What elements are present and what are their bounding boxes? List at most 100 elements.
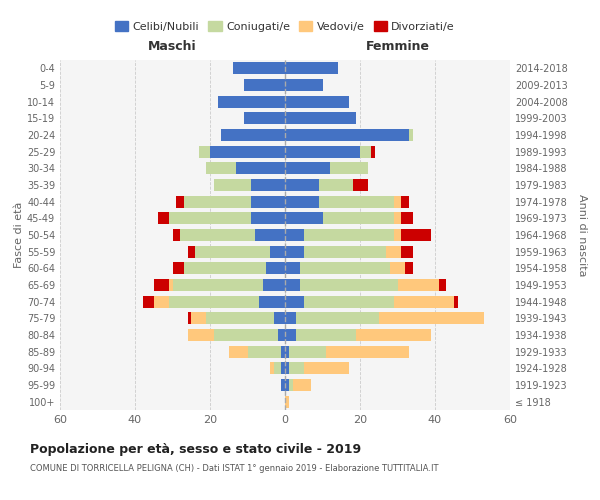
Bar [143, 296, 154, 308]
Bar [236, 162, 285, 174]
Bar [293, 379, 311, 391]
Bar [277, 329, 285, 341]
Text: Popolazione per età, sesso e stato civile - 2019: Popolazione per età, sesso e stato civil… [30, 442, 361, 456]
Bar [255, 229, 285, 241]
Bar [390, 262, 405, 274]
Bar [304, 362, 349, 374]
Legend: Celibi/Nubili, Coniugati/e, Vedovi/e, Divorziati/e: Celibi/Nubili, Coniugati/e, Vedovi/e, Di… [110, 16, 460, 36]
Bar [289, 346, 326, 358]
Bar [296, 312, 379, 324]
Bar [154, 296, 169, 308]
Bar [218, 96, 285, 108]
Text: Femmine: Femmine [365, 40, 430, 53]
Bar [191, 312, 206, 324]
Bar [285, 196, 319, 207]
Bar [274, 312, 285, 324]
Bar [263, 279, 285, 291]
Bar [285, 79, 323, 91]
Bar [270, 246, 285, 258]
Bar [285, 212, 323, 224]
Bar [401, 246, 413, 258]
Bar [300, 262, 390, 274]
Bar [285, 279, 300, 291]
Bar [233, 62, 285, 74]
Bar [285, 362, 289, 374]
Bar [169, 279, 173, 291]
Bar [285, 146, 360, 158]
Bar [285, 179, 319, 191]
Bar [173, 262, 184, 274]
Bar [221, 129, 285, 141]
Bar [401, 196, 409, 207]
Bar [184, 196, 251, 207]
Bar [157, 212, 169, 224]
Bar [285, 396, 289, 407]
Bar [330, 162, 367, 174]
Bar [353, 179, 367, 191]
Bar [285, 96, 349, 108]
Y-axis label: Anni di nascita: Anni di nascita [577, 194, 587, 276]
Bar [259, 296, 285, 308]
Bar [319, 179, 353, 191]
Bar [326, 346, 409, 358]
Bar [379, 312, 484, 324]
Bar [285, 229, 304, 241]
Bar [409, 129, 413, 141]
Bar [251, 196, 285, 207]
Text: COMUNE DI TORRICELLA PELIGNA (CH) - Dati ISTAT 1° gennaio 2019 - Elaborazione TU: COMUNE DI TORRICELLA PELIGNA (CH) - Dati… [30, 464, 439, 473]
Bar [386, 246, 401, 258]
Bar [187, 312, 191, 324]
Bar [304, 229, 394, 241]
Bar [285, 112, 356, 124]
Bar [173, 279, 263, 291]
Bar [270, 362, 274, 374]
Bar [285, 312, 296, 324]
Bar [401, 229, 431, 241]
Bar [285, 162, 330, 174]
Bar [394, 212, 401, 224]
Bar [176, 196, 184, 207]
Bar [199, 146, 210, 158]
Bar [214, 329, 277, 341]
Bar [180, 229, 255, 241]
Bar [398, 279, 439, 291]
Bar [285, 62, 337, 74]
Bar [173, 229, 180, 241]
Bar [210, 146, 285, 158]
Bar [251, 179, 285, 191]
Bar [439, 279, 446, 291]
Y-axis label: Fasce di età: Fasce di età [14, 202, 24, 268]
Bar [229, 346, 248, 358]
Bar [285, 379, 289, 391]
Bar [394, 196, 401, 207]
Bar [356, 329, 431, 341]
Bar [285, 329, 296, 341]
Bar [154, 279, 169, 291]
Bar [195, 246, 270, 258]
Bar [319, 196, 394, 207]
Bar [206, 162, 236, 174]
Bar [296, 329, 356, 341]
Bar [281, 346, 285, 358]
Bar [394, 296, 454, 308]
Bar [394, 229, 401, 241]
Bar [300, 279, 398, 291]
Bar [187, 329, 214, 341]
Bar [244, 112, 285, 124]
Bar [281, 362, 285, 374]
Bar [281, 379, 285, 391]
Bar [360, 146, 371, 158]
Bar [206, 312, 274, 324]
Bar [285, 129, 409, 141]
Bar [169, 296, 259, 308]
Bar [289, 379, 293, 391]
Bar [274, 362, 281, 374]
Bar [248, 346, 281, 358]
Bar [285, 262, 300, 274]
Bar [405, 262, 413, 274]
Bar [304, 246, 386, 258]
Text: Maschi: Maschi [148, 40, 197, 53]
Bar [244, 79, 285, 91]
Bar [187, 246, 195, 258]
Bar [304, 296, 394, 308]
